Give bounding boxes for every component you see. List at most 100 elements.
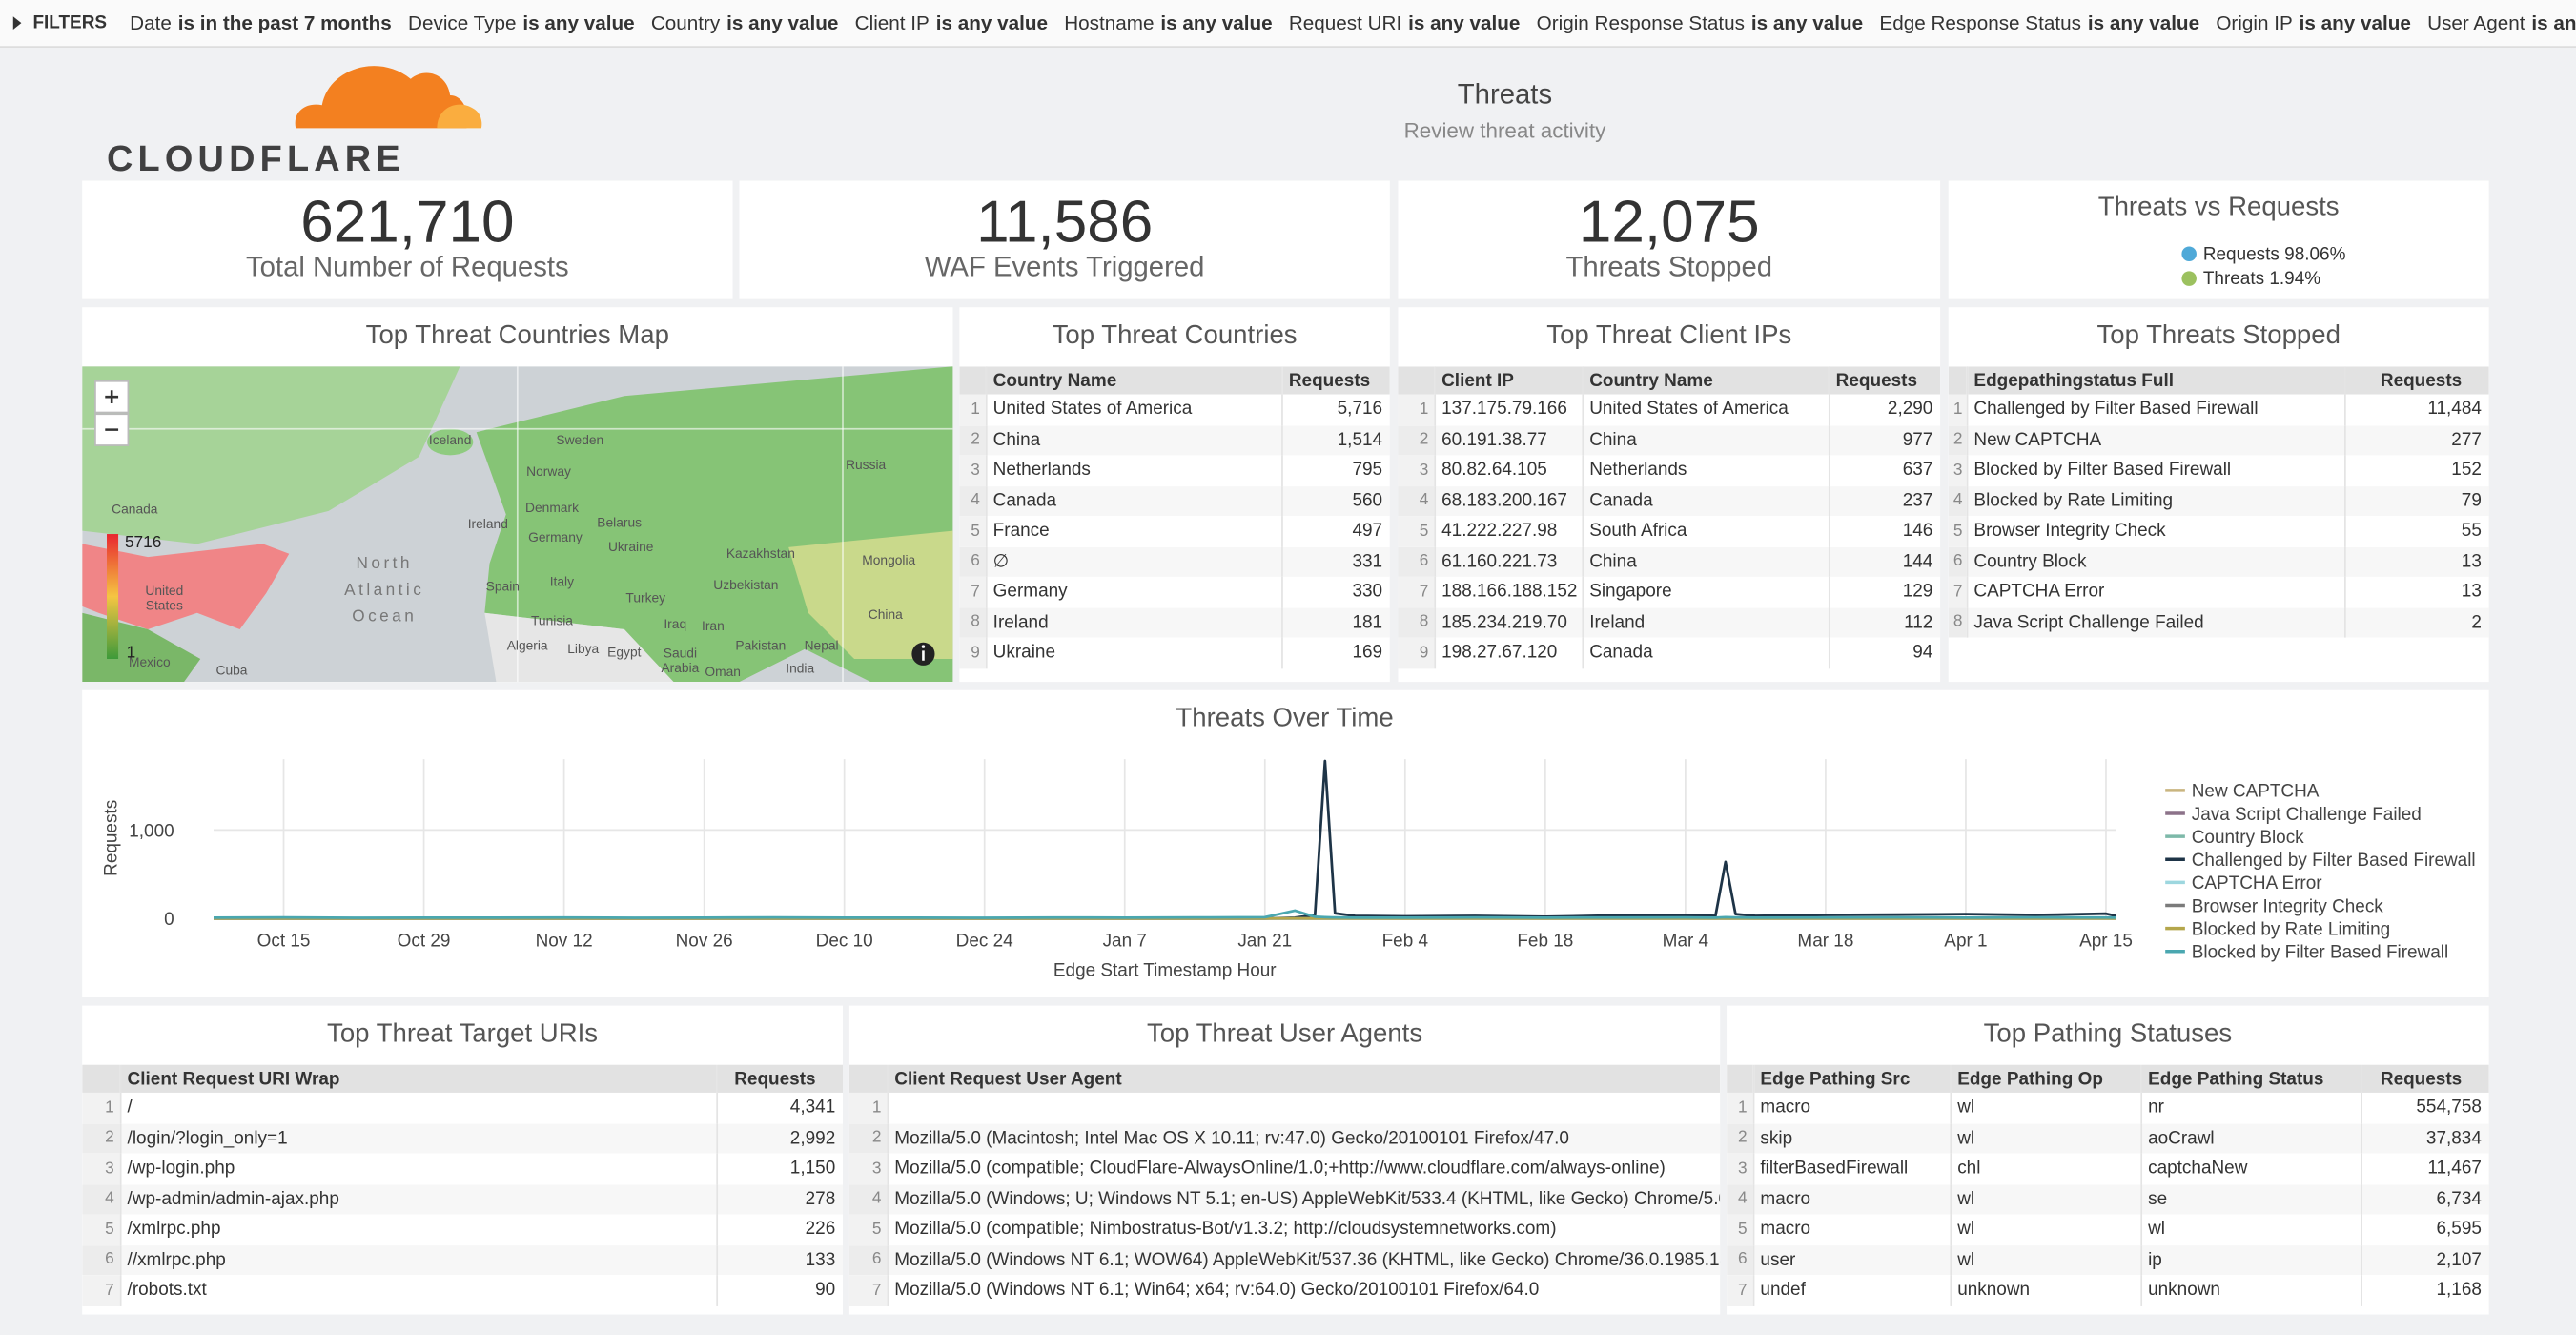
map-label: Libya bbox=[567, 641, 600, 657]
table-cell: Germany bbox=[985, 576, 1282, 607]
zoom-out[interactable] bbox=[94, 413, 130, 446]
x-tick-label: Mar 4 bbox=[1663, 932, 1708, 952]
row-index: 1 bbox=[1727, 1092, 1754, 1123]
table-cell: wl bbox=[1950, 1214, 2142, 1245]
row-index: 4 bbox=[848, 1183, 889, 1215]
map-label: Uzbekistan bbox=[713, 577, 779, 593]
column-header: Edge Pathing Status bbox=[2140, 1064, 2362, 1093]
table-cell: wl bbox=[1950, 1244, 2142, 1276]
table-row: 5 macro wl wl 6,595 bbox=[1727, 1214, 2489, 1245]
table-cell: 37,834 bbox=[2361, 1122, 2489, 1154]
filter-item[interactable]: Origin Response Status is any value bbox=[1537, 11, 1864, 34]
filter-item[interactable]: Country is any value bbox=[651, 11, 839, 34]
kpi-value: 12,075 bbox=[1578, 187, 1760, 256]
row-index: 7 bbox=[1948, 576, 1968, 607]
header-index bbox=[82, 1064, 121, 1093]
table-cell: 497 bbox=[1281, 516, 1390, 546]
row-index: 1 bbox=[959, 394, 987, 425]
column-header: Country Name bbox=[985, 366, 1282, 395]
row-index: 6 bbox=[1948, 545, 1968, 577]
table-cell: ip bbox=[2140, 1244, 2362, 1276]
table-cell: 61.160.221.73 bbox=[1434, 545, 1584, 577]
row-index: 5 bbox=[848, 1214, 889, 1245]
panel-title: Top Threat User Agents bbox=[1146, 1020, 1423, 1049]
column-header[interactable]: Requests bbox=[1281, 366, 1390, 395]
row-index: 3 bbox=[1727, 1153, 1754, 1184]
filter-item[interactable]: Device Type is any value bbox=[408, 11, 635, 34]
table-cell: 2,290 bbox=[1828, 394, 1941, 425]
map-label: Pakistan bbox=[735, 638, 787, 653]
row-index: 7 bbox=[82, 1275, 121, 1306]
kpi-panel: 12,075 Threats Stopped bbox=[1398, 180, 1941, 299]
filter-item[interactable]: Date is in the past 7 months bbox=[130, 11, 392, 34]
filter-item[interactable]: Client IP is any value bbox=[855, 11, 1048, 34]
chart-title: Threats Over Time bbox=[1176, 703, 1393, 732]
table-cell: wl bbox=[2140, 1214, 2362, 1245]
table-row: 5 41.222.227.98 South Africa 146 bbox=[1398, 516, 1941, 546]
filter-item[interactable]: Request URI is any value bbox=[1289, 11, 1521, 34]
header-row: Client Request User Agent bbox=[848, 1064, 1721, 1093]
filter-item[interactable]: Origin IP is any value bbox=[2216, 11, 2411, 34]
filter-item[interactable]: Edge Response Status is any value bbox=[1879, 11, 2199, 34]
table-cell: 60.191.38.77 bbox=[1434, 424, 1584, 456]
row-index: 7 bbox=[1727, 1275, 1754, 1306]
table-cell: aoCrawl bbox=[2140, 1122, 2362, 1154]
table-row: 6//xmlrpc.php 133 bbox=[82, 1244, 844, 1276]
column-header[interactable]: Requests bbox=[2361, 1064, 2489, 1093]
table-row: 1/4,341 bbox=[82, 1092, 844, 1123]
data-table: Client Request User Agent 1 2 Mozilla/5.0 (… bbox=[848, 1064, 1721, 1306]
map-label: Iceland bbox=[428, 433, 472, 448]
table-row: 3/wp-login.php 1,150 bbox=[82, 1153, 844, 1184]
map-label: Nepal bbox=[804, 638, 839, 653]
table-cell: 2,992 bbox=[716, 1122, 844, 1154]
panel-title: Top Threat Countries Map bbox=[365, 321, 669, 351]
table-row: 4 68.183.200.167 Canada 237 bbox=[1398, 485, 1941, 517]
table-cell: 1,168 bbox=[2361, 1275, 2489, 1306]
y-tick-label: 0 bbox=[164, 910, 174, 930]
table-cell: undef bbox=[1752, 1275, 1952, 1306]
row-index: 4 bbox=[82, 1183, 121, 1215]
x-tick-label: Apr 15 bbox=[2079, 932, 2133, 952]
column-header: Client Request User Agent bbox=[887, 1064, 1721, 1093]
kpi-panel: 621,710 Total Number of Requests bbox=[82, 180, 733, 299]
table-cell: France bbox=[985, 516, 1282, 546]
filters-toggle[interactable]: FILTERS bbox=[12, 13, 107, 32]
column-header[interactable]: Requests bbox=[716, 1064, 844, 1093]
map-label: United States bbox=[145, 583, 184, 613]
table-cell: Canada bbox=[1582, 485, 1830, 517]
row-index: 8 bbox=[959, 606, 987, 638]
column-header: Edgepathingstatus Full bbox=[1966, 366, 2345, 395]
map-label: Ukraine bbox=[607, 540, 654, 555]
filter-field: Hostname bbox=[1064, 11, 1155, 35]
logo-cloud bbox=[295, 66, 468, 129]
table-row: 2 60.191.38.77 China 977 bbox=[1398, 424, 1941, 456]
row-index: 8 bbox=[1398, 606, 1436, 638]
table-row: 7 CAPTCHA Error 13 bbox=[1948, 576, 2489, 607]
table-cell: 11,467 bbox=[2361, 1153, 2489, 1184]
table-cell: 226 bbox=[716, 1214, 844, 1245]
header-index bbox=[1948, 366, 1968, 395]
countries-panel: Top Threat Countries Country Name Requests… bbox=[959, 307, 1390, 683]
threats-stopped-panel: Top Threats Stopped Edgepathingstatus Ful… bbox=[1948, 307, 2489, 683]
table-cell: Canada bbox=[1582, 637, 1830, 668]
column-header[interactable]: Requests bbox=[1828, 366, 1941, 395]
map-label: Egypt bbox=[607, 645, 642, 660]
table-row: 6 61.160.221.73 China 144 bbox=[1398, 545, 1941, 577]
kpi-value: 11,586 bbox=[976, 187, 1154, 256]
table-cell: /wp-admin/admin-ajax.php bbox=[119, 1183, 718, 1215]
header-index bbox=[959, 366, 987, 395]
row-index: 7 bbox=[848, 1275, 889, 1306]
column-header[interactable]: Requests bbox=[2344, 366, 2489, 395]
table-row: 3 Blocked by Filter Based Firewall 152 bbox=[1948, 455, 2489, 486]
map-label: Tunisia bbox=[531, 613, 573, 629]
row-index: 2 bbox=[82, 1122, 121, 1154]
filter-item[interactable]: Hostname is any value bbox=[1064, 11, 1272, 34]
x-tick-label: Feb 4 bbox=[1382, 932, 1428, 952]
x-tick-label: Jan 21 bbox=[1237, 932, 1292, 952]
zoom-in[interactable] bbox=[94, 380, 130, 414]
map-info[interactable] bbox=[911, 642, 935, 666]
table-cell: / bbox=[119, 1092, 718, 1123]
map-label: Spain bbox=[485, 579, 520, 594]
